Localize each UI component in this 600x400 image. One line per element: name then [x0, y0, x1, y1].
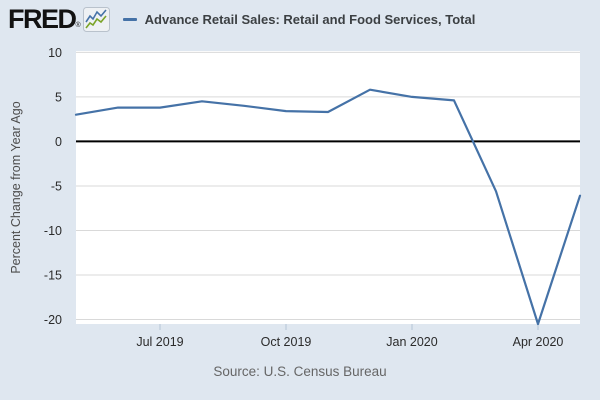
chart-legend: Advance Retail Sales: Retail and Food Se… — [122, 11, 476, 27]
plot-area[interactable] — [76, 51, 580, 324]
header: FRED ® Advance Retail Sales: Retail and … — [0, 0, 600, 38]
x-tick-label: Jul 2019 — [136, 335, 183, 349]
x-tick-label: Jan 2020 — [386, 335, 437, 349]
x-tick-label: Oct 2019 — [261, 335, 312, 349]
registered-trademark: ® — [75, 22, 81, 29]
y-tick-label: -10 — [44, 224, 62, 238]
y-tick-label: 0 — [55, 135, 62, 149]
legend-line-swatch — [122, 17, 137, 21]
x-tick-label: Apr 2020 — [513, 335, 564, 349]
sparkline-chart-icon — [82, 6, 110, 32]
y-tick-label: -20 — [44, 313, 62, 327]
chart[interactable]: 10 5 0 -5 -10 -15 -20 Jul 2019 Oct 2019 Jan 2020 A… — [0, 38, 600, 354]
fred-logo[interactable]: FRED ® — [8, 5, 110, 33]
y-tick-label: 5 — [55, 90, 62, 104]
y-tick-label: -15 — [44, 269, 62, 283]
y-tick-label: -5 — [51, 179, 62, 193]
series-title[interactable]: Advance Retail Sales: Retail and Food Se… — [144, 11, 476, 27]
fred-logo-text: FRED — [8, 4, 77, 34]
y-axis-title: Percent Change from Year Ago — [9, 101, 23, 273]
source-text: Source: U.S. Census Bureau — [213, 364, 387, 379]
series-line — [74, 88, 582, 326]
y-tick-label: 10 — [48, 46, 62, 60]
